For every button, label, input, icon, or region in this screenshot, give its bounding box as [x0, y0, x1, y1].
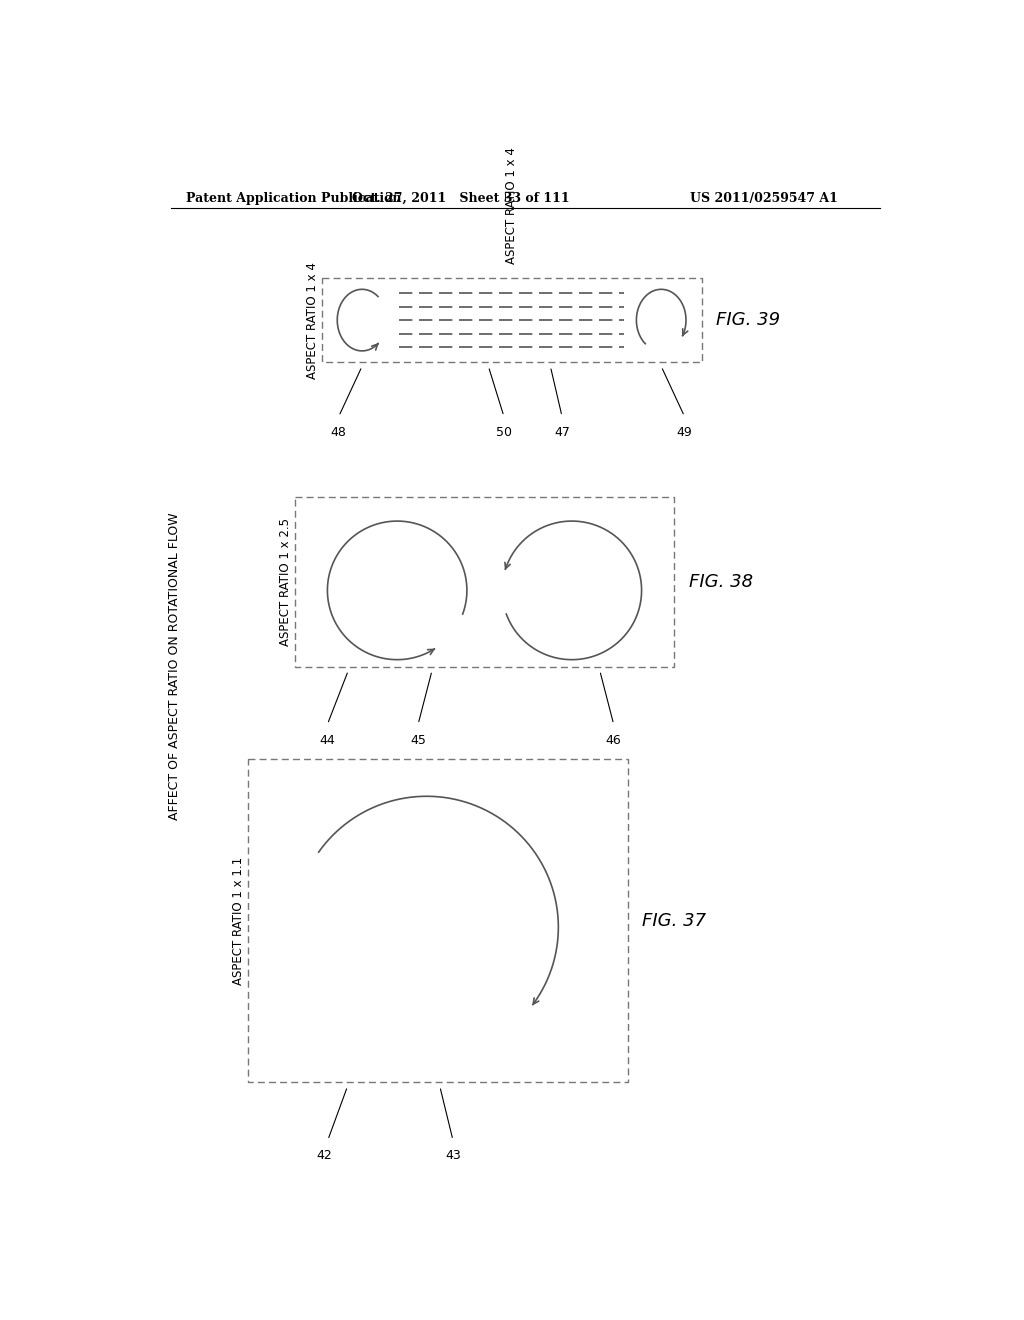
- Text: AFFECT OF ASPECT RATIO ON ROTATIONAL FLOW: AFFECT OF ASPECT RATIO ON ROTATIONAL FLO…: [168, 512, 181, 821]
- Text: ASPECT RATIO 1 x 4: ASPECT RATIO 1 x 4: [505, 147, 518, 264]
- Text: Oct. 27, 2011   Sheet 33 of 111: Oct. 27, 2011 Sheet 33 of 111: [352, 191, 570, 205]
- Text: FIG. 38: FIG. 38: [689, 573, 753, 591]
- Text: 44: 44: [319, 734, 335, 747]
- Text: ASPECT RATIO 1 x 4: ASPECT RATIO 1 x 4: [306, 261, 318, 379]
- Text: ASPECT RATIO 1 x 2.5: ASPECT RATIO 1 x 2.5: [279, 517, 292, 645]
- Text: 50: 50: [496, 425, 512, 438]
- Text: 48: 48: [331, 425, 347, 438]
- Text: ASPECT RATIO 1 x 1.1: ASPECT RATIO 1 x 1.1: [232, 857, 246, 985]
- Text: 47: 47: [554, 425, 570, 438]
- Text: 45: 45: [411, 734, 426, 747]
- Text: 42: 42: [316, 1150, 332, 1163]
- Bar: [295, 498, 675, 667]
- Text: FIG. 39: FIG. 39: [716, 312, 780, 329]
- Text: US 2011/0259547 A1: US 2011/0259547 A1: [689, 191, 838, 205]
- Text: 49: 49: [677, 425, 692, 438]
- Text: FIG. 37: FIG. 37: [642, 912, 707, 929]
- Text: 43: 43: [445, 1150, 461, 1163]
- Text: 46: 46: [606, 734, 622, 747]
- Bar: [322, 277, 701, 363]
- Bar: [248, 759, 628, 1082]
- Text: Patent Application Publication: Patent Application Publication: [186, 191, 401, 205]
